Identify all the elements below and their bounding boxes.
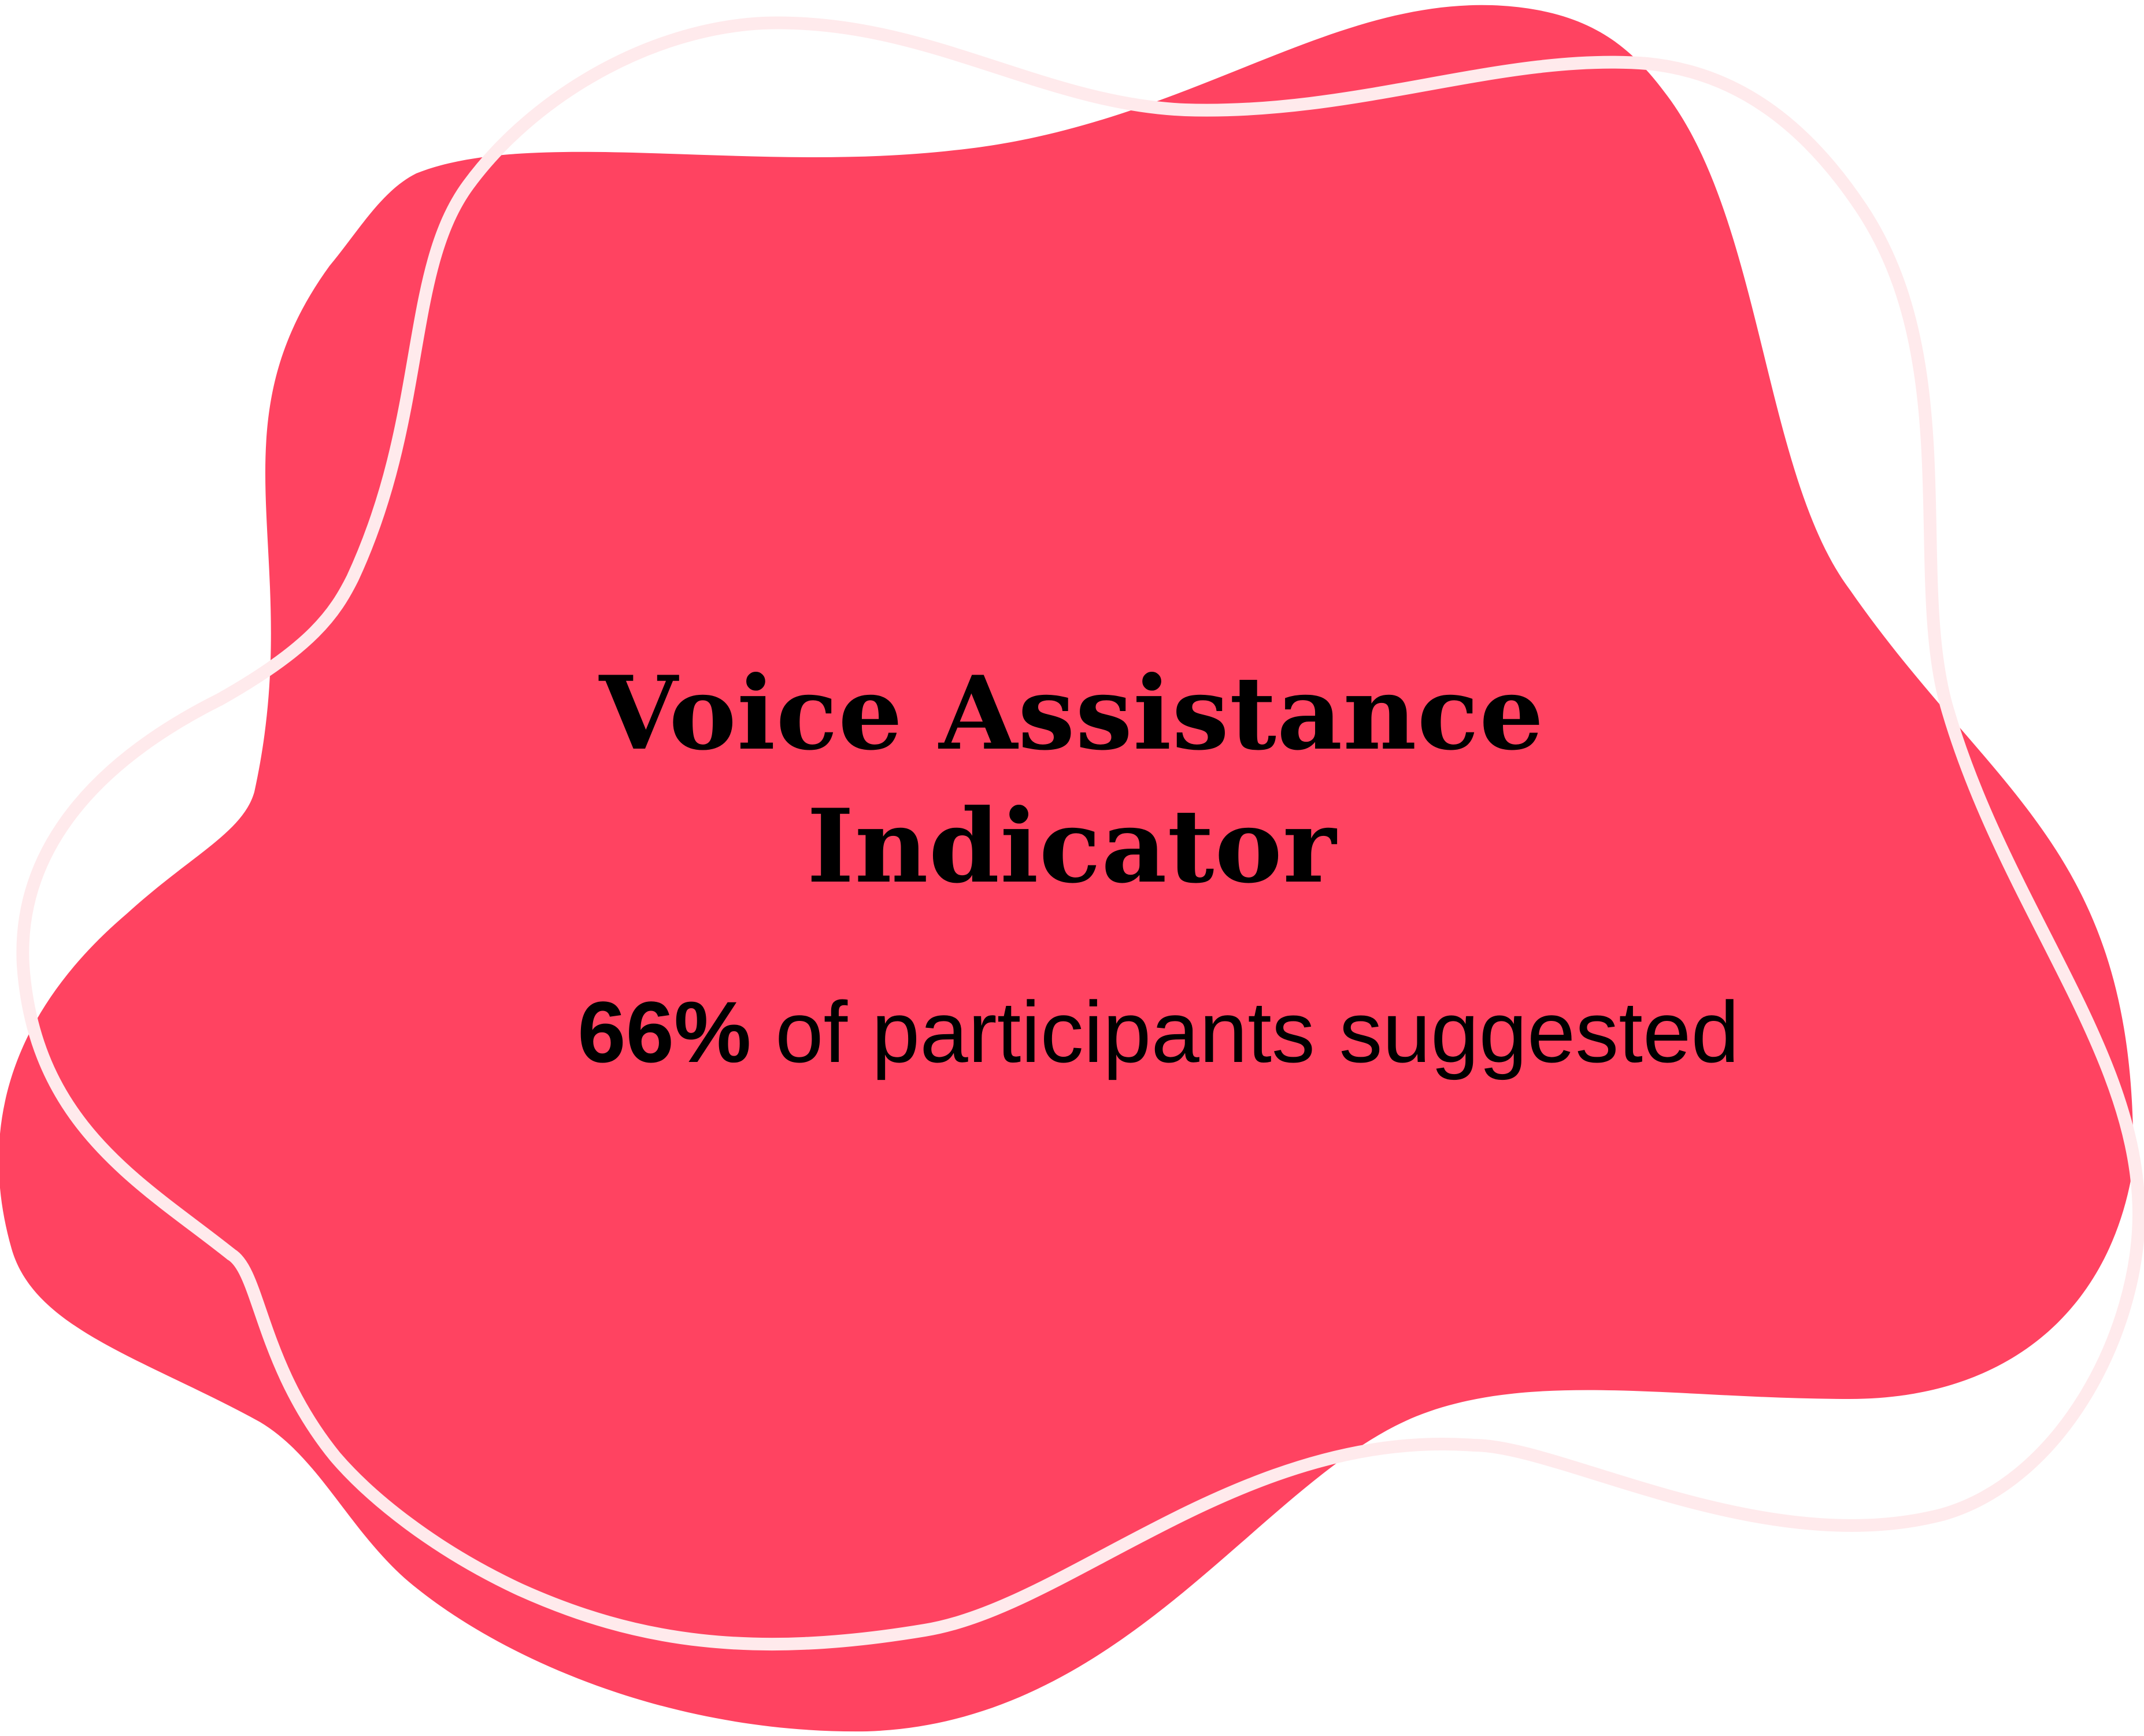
red-blob-shape [0,5,2134,1732]
stat-description: of participants suggested [775,983,1739,1080]
card-title-line-1: Voice Assistance [599,654,1545,773]
card-title-line-2: Indicator [806,787,1337,906]
outline-blob-shape [16,16,2144,1651]
card-title: Voice Assistance Indicator [494,647,1650,913]
stat-percentage: 66% [577,983,751,1080]
stat-line: 66% of participants suggested [291,974,2025,1090]
